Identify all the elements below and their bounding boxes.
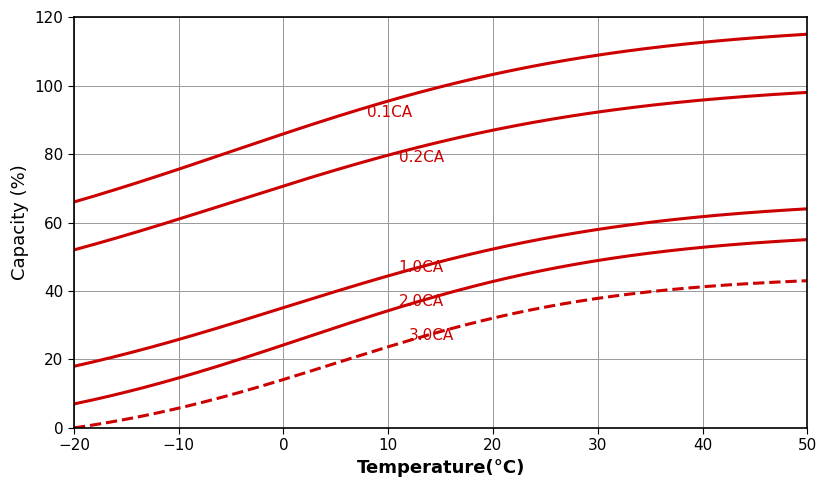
Text: 3.0CA: 3.0CA xyxy=(409,328,454,343)
Text: 2.0CA: 2.0CA xyxy=(399,294,443,309)
Text: 0.2CA: 0.2CA xyxy=(399,150,443,165)
Text: 0.1CA: 0.1CA xyxy=(367,105,412,121)
Y-axis label: Capacity (%): Capacity (%) xyxy=(11,164,29,281)
Text: 1.0CA: 1.0CA xyxy=(399,260,443,275)
X-axis label: Temperature(°C): Temperature(°C) xyxy=(356,459,524,477)
